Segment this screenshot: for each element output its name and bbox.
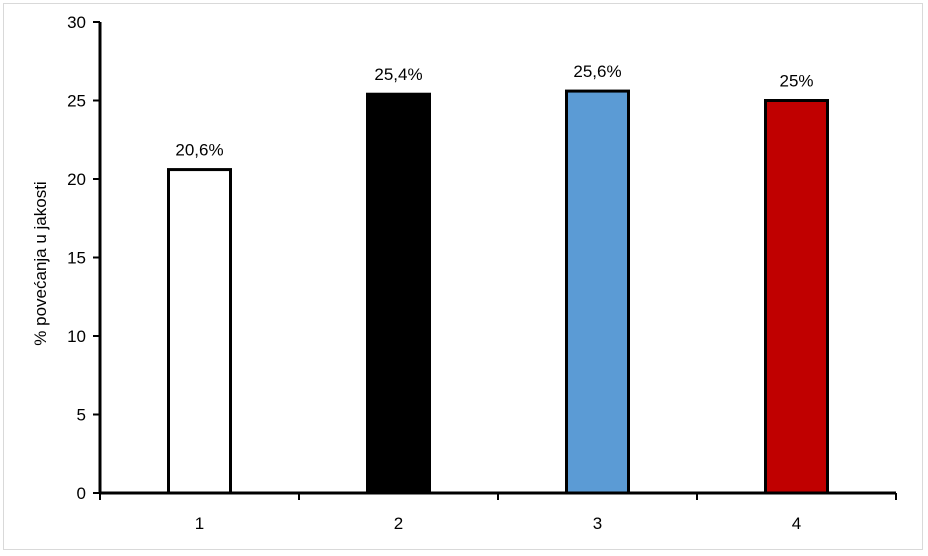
y-tick-label: 25: [67, 92, 86, 111]
y-tick-label: 15: [67, 249, 86, 268]
data-label-2: 25,4%: [374, 65, 422, 84]
y-tick-label: 0: [77, 484, 86, 503]
x-axis-ticks: 1 2 3 4: [99, 493, 897, 533]
data-label-4: 25%: [779, 72, 813, 91]
y-tick-label: 10: [67, 327, 86, 346]
bar-2: [366, 92, 431, 495]
y-tick-label: 30: [67, 13, 86, 32]
bar-1: [167, 168, 232, 495]
x-tick-label: 3: [593, 514, 602, 533]
x-tick-label: 1: [195, 514, 204, 533]
y-tick-label: 20: [67, 170, 86, 189]
bar-4: [764, 99, 829, 495]
data-label-3: 25,6%: [573, 62, 621, 81]
y-axis-title: % povećanja u jakosti: [31, 181, 50, 345]
data-label-1: 20,6%: [175, 141, 223, 160]
x-tick-label: 4: [792, 514, 801, 533]
bar-3: [565, 89, 630, 495]
data-labels: 20,6% 25,4% 25,6% 25%: [175, 62, 813, 160]
y-axis-ticks: 0 5 10 15 20 25 30: [67, 13, 100, 503]
bars: [167, 89, 829, 495]
y-tick-label: 5: [77, 406, 86, 425]
x-tick-label: 2: [394, 514, 403, 533]
